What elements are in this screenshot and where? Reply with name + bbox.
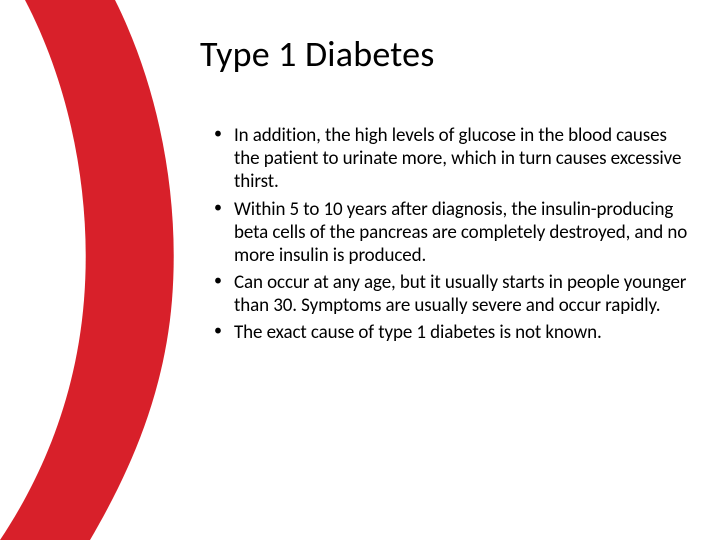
slide-title: Type 1 Diabetes [200, 32, 690, 76]
bullet-item: In addition, the high levels of glucose … [234, 124, 690, 194]
bullet-item: Can occur at any age, but it usually sta… [234, 271, 690, 317]
bullet-list: In addition, the high levels of glucose … [200, 124, 690, 345]
slide-content: Type 1 Diabetes In addition, the high le… [200, 32, 690, 349]
bullet-item: The exact cause of type 1 diabetes is no… [234, 321, 690, 344]
accent-shape [0, 0, 180, 540]
bullet-item: Within 5 to 10 years after diagnosis, th… [234, 198, 690, 268]
